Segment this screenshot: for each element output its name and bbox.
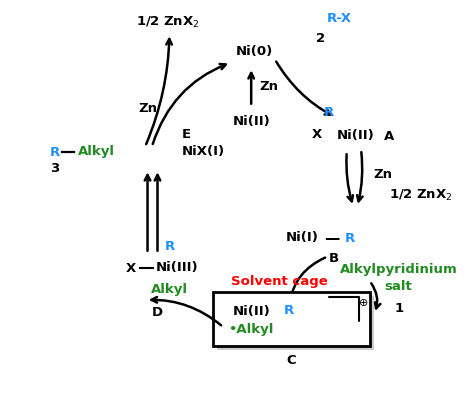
Text: R: R [50, 146, 60, 158]
Text: R: R [284, 304, 294, 318]
Text: 3: 3 [50, 162, 59, 174]
Text: •Alkyl: •Alkyl [228, 324, 273, 336]
Text: $\oplus$: $\oplus$ [358, 298, 368, 308]
Text: R: R [324, 105, 334, 119]
Text: Alkyl: Alkyl [78, 146, 115, 158]
Text: 1/2 ZnX$_2$: 1/2 ZnX$_2$ [136, 14, 199, 30]
Text: Alkylpyridinium: Alkylpyridinium [340, 263, 457, 277]
Text: B: B [329, 251, 339, 265]
Text: Zn: Zn [138, 101, 157, 115]
Text: 2: 2 [317, 32, 326, 45]
FancyBboxPatch shape [217, 296, 374, 350]
Text: C: C [286, 354, 296, 367]
Text: Ni(0): Ni(0) [236, 45, 273, 59]
Text: A: A [383, 130, 394, 142]
Text: Ni(II): Ni(II) [232, 304, 270, 318]
Text: Ni(I): Ni(I) [286, 231, 319, 245]
Text: Zn: Zn [374, 168, 393, 182]
Text: Ni(II): Ni(II) [337, 128, 374, 142]
Text: —: — [324, 231, 339, 245]
Text: X: X [312, 128, 322, 142]
Text: Alkyl: Alkyl [151, 284, 188, 296]
Text: Ni(II): Ni(II) [232, 115, 270, 128]
Text: salt: salt [385, 280, 412, 294]
Text: R: R [345, 231, 355, 245]
Text: Ni(III): Ni(III) [155, 261, 198, 275]
Text: D: D [152, 306, 163, 320]
Text: NiX(I): NiX(I) [182, 146, 225, 158]
Text: Solvent cage: Solvent cage [231, 275, 328, 288]
Text: X: X [125, 261, 136, 275]
Text: 1: 1 [394, 302, 403, 314]
Text: 1/2 ZnX$_2$: 1/2 ZnX$_2$ [389, 188, 452, 203]
Text: R: R [164, 239, 174, 253]
FancyBboxPatch shape [213, 292, 370, 346]
Text: Zn: Zn [259, 81, 278, 93]
Text: R-X: R-X [327, 12, 351, 24]
Text: E: E [182, 128, 191, 140]
